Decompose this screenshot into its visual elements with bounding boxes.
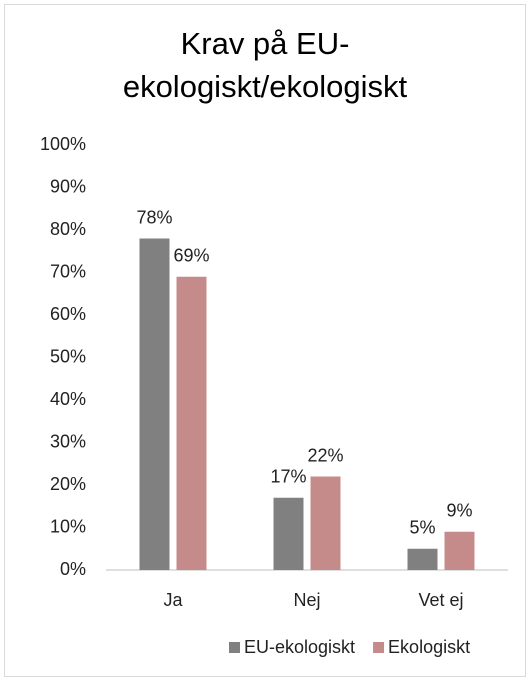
y-tick-label: 40% xyxy=(50,389,86,409)
x-tick-label: Ja xyxy=(163,590,183,610)
y-tick-label: 30% xyxy=(50,431,86,451)
legend-label: EU-ekologiskt xyxy=(244,637,355,657)
bar xyxy=(139,238,170,570)
bar xyxy=(273,497,304,570)
legend-swatch xyxy=(373,642,385,653)
x-tick-label: Nej xyxy=(293,590,320,610)
y-tick-label: 50% xyxy=(50,346,86,366)
bar xyxy=(407,548,438,570)
data-label: 9% xyxy=(446,501,472,521)
data-label: 78% xyxy=(136,207,172,227)
legend-swatch xyxy=(229,642,240,653)
y-tick-label: 60% xyxy=(50,304,86,324)
data-label: 69% xyxy=(173,246,209,266)
y-tick-label: 100% xyxy=(40,134,86,154)
bar xyxy=(444,531,475,570)
y-tick-label: 70% xyxy=(50,261,86,281)
legend-label: Ekologiskt xyxy=(388,637,470,657)
y-tick-label: 0% xyxy=(60,559,86,579)
y-tick-label: 90% xyxy=(50,176,86,196)
data-label: 22% xyxy=(307,445,343,465)
y-tick-label: 10% xyxy=(50,516,86,536)
chart-border xyxy=(4,4,526,677)
y-tick-label: 20% xyxy=(50,474,86,494)
chart-title: Krav på EU-ekologiskt/ekologiskt xyxy=(122,26,408,104)
data-label: 5% xyxy=(409,518,435,538)
y-tick-label: 80% xyxy=(50,219,86,239)
bar xyxy=(176,276,207,570)
data-label: 17% xyxy=(270,467,306,487)
bar xyxy=(310,476,341,570)
x-tick-label: Vet ej xyxy=(418,590,463,610)
